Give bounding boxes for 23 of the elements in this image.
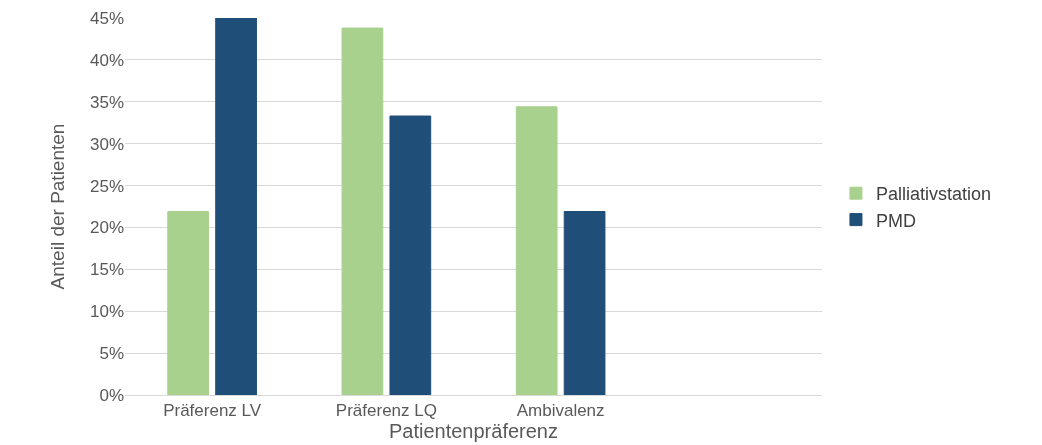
bar: [563, 211, 606, 395]
y-tick-label: 15%: [89, 260, 124, 280]
y-tick-label: 45%: [89, 8, 124, 28]
y-tick-label: 5%: [99, 344, 124, 364]
x-tick-label: Präferenz LQ: [335, 401, 437, 421]
y-tick-label: 30%: [89, 134, 124, 154]
bar: [389, 115, 432, 395]
bar: [515, 106, 558, 395]
y-tick-label: 35%: [89, 92, 124, 112]
y-tick-label: 25%: [89, 176, 124, 196]
legend-label: PMD: [875, 210, 916, 231]
x-tick-label: Ambivalenz: [516, 401, 605, 421]
y-axis-title: Anteil der Patienten: [46, 123, 68, 290]
y-tick-label: 20%: [89, 218, 124, 238]
y-tick-label: 40%: [89, 50, 124, 70]
x-axis-title: Patientenpräferenz: [388, 420, 559, 443]
x-tick-label: Präferenz LV: [163, 401, 262, 421]
bar: [215, 18, 257, 395]
legend-label: Palliativstation: [875, 184, 991, 205]
bar: [341, 27, 384, 395]
y-tick-label: 10%: [89, 302, 124, 322]
bar: [167, 211, 210, 395]
y-tick-label: 0%: [99, 385, 124, 405]
